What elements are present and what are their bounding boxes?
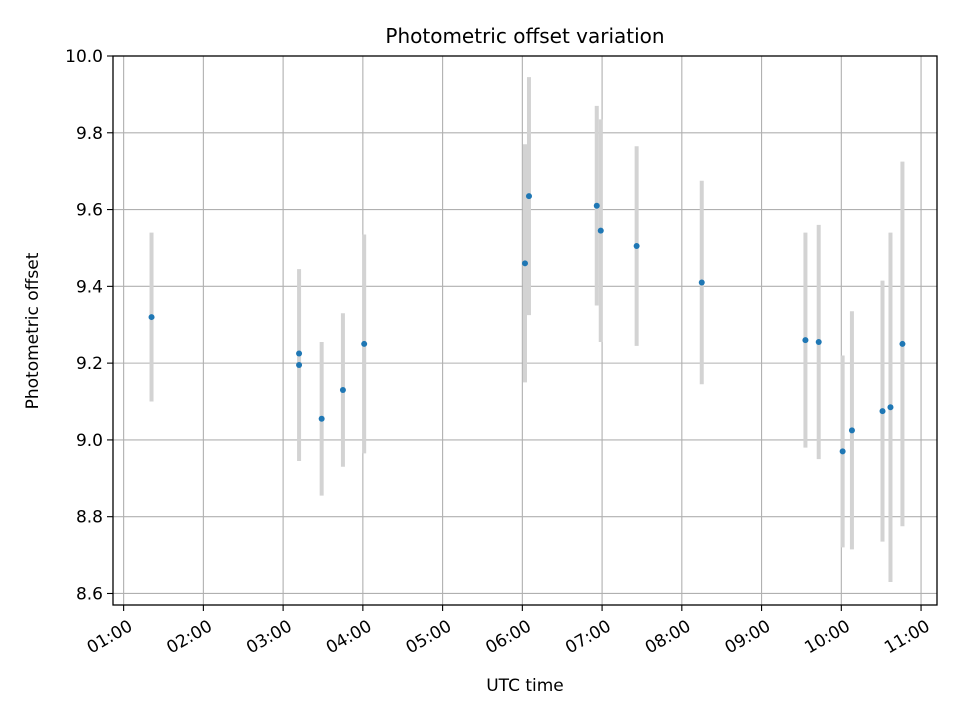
data-point (593, 202, 600, 209)
data-point (802, 337, 809, 344)
data-point (879, 408, 886, 415)
data-point (597, 227, 604, 234)
data-point (296, 350, 303, 357)
data-points (148, 193, 906, 455)
data-point (899, 340, 906, 347)
y-tick-label: 9.8 (76, 124, 103, 144)
data-point (148, 314, 155, 321)
data-point (361, 340, 368, 347)
y-axis-ticks: 8.6 8.8 9.0 9.2 9.4 9.6 9.8 10.0 (65, 47, 113, 604)
data-point (296, 362, 303, 369)
data-point (698, 279, 705, 286)
data-point (815, 339, 822, 346)
data-point (839, 448, 846, 455)
chart-title: Photometric offset variation (385, 24, 664, 48)
y-tick-label: 9.6 (76, 201, 103, 221)
data-point (318, 415, 325, 422)
data-point (633, 243, 640, 250)
y-tick-label: 8.8 (76, 508, 103, 528)
data-point (522, 260, 528, 267)
data-point (887, 404, 894, 411)
y-tick-label: 8.6 (76, 584, 103, 604)
y-tick-label: 9.4 (76, 277, 103, 297)
y-tick-label: 9.2 (76, 354, 103, 374)
y-axis-label: Photometric offset (23, 252, 43, 409)
y-tick-label: 9.0 (76, 431, 103, 451)
y-tick-label: 10.0 (65, 47, 103, 67)
x-axis-label: UTC time (486, 676, 564, 696)
data-point (848, 427, 855, 434)
plot-frame (112, 55, 938, 606)
data-point (339, 387, 346, 394)
data-point (525, 193, 532, 200)
